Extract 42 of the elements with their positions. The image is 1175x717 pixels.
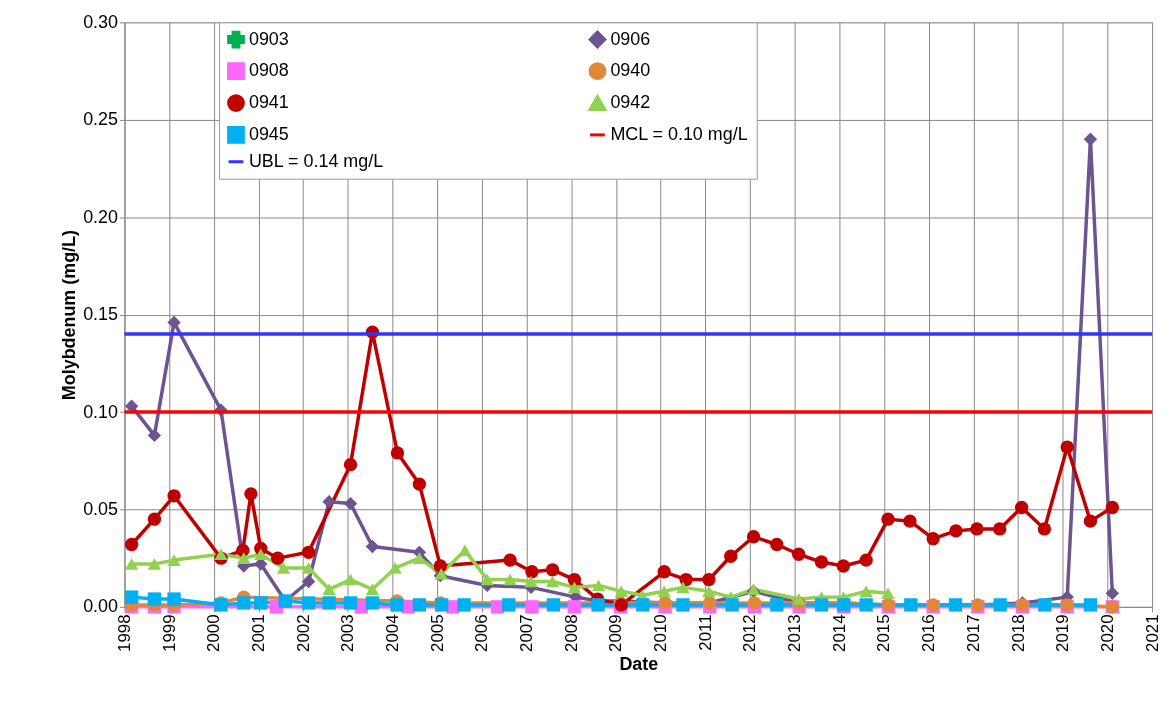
x-tick-label: 2021 (1142, 614, 1162, 652)
x-tick-label: 2020 (1097, 614, 1117, 652)
y-tick-label: 0.25 (83, 109, 119, 130)
legend-label: UBL = 0.14 mg/L (248, 150, 384, 171)
y-tick-label: 0.10 (83, 401, 119, 422)
legend-label: 0942 (610, 91, 651, 112)
x-tick-label: 2019 (1053, 614, 1073, 652)
y-tick-label: 0.05 (83, 498, 119, 519)
x-tick-label: 2003 (338, 614, 358, 652)
y-axis-title: Molybdenum (mg/L) (59, 230, 80, 401)
y-tick-label: 0.15 (83, 304, 119, 325)
x-tick-label: 2005 (427, 614, 447, 652)
legend-label: 0908 (248, 60, 289, 81)
x-tick-label: 2008 (561, 614, 581, 652)
x-tick-label: 2007 (517, 614, 537, 652)
x-tick-label: 2006 (472, 614, 492, 652)
x-tick-label: 2018 (1008, 614, 1028, 652)
x-tick-label: 2014 (829, 614, 849, 652)
y-tick-label: 0.20 (83, 206, 119, 227)
x-tick-label: 2001 (248, 614, 268, 652)
y-tick-label: 0.30 (83, 11, 119, 32)
x-tick-label: 2011 (695, 614, 715, 651)
x-tick-label: 2017 (963, 614, 983, 652)
x-tick-label: 2015 (874, 614, 894, 652)
x-tick-label: 2002 (293, 614, 313, 652)
x-tick-label: 2010 (651, 614, 671, 652)
legend-label: 0940 (610, 60, 651, 81)
x-tick-label: 2000 (204, 614, 224, 652)
x-tick-label: 2016 (919, 614, 939, 652)
legend-label: 0903 (248, 28, 289, 49)
legend-label: MCL = 0.10 mg/L (610, 123, 748, 144)
x-tick-label: 2012 (740, 614, 760, 652)
legend-label: 0941 (248, 91, 289, 112)
x-axis-title: Date (619, 653, 659, 674)
x-tick-label: 1999 (159, 614, 179, 652)
x-tick-label: 2013 (785, 614, 805, 652)
y-tick-label: 0.00 (83, 596, 119, 617)
legend-label: 0906 (610, 28, 651, 49)
legend-label: 0945 (248, 123, 289, 144)
x-tick-label: 1998 (114, 614, 134, 652)
x-tick-label: 2004 (383, 614, 403, 652)
x-tick-label: 2009 (606, 614, 626, 652)
